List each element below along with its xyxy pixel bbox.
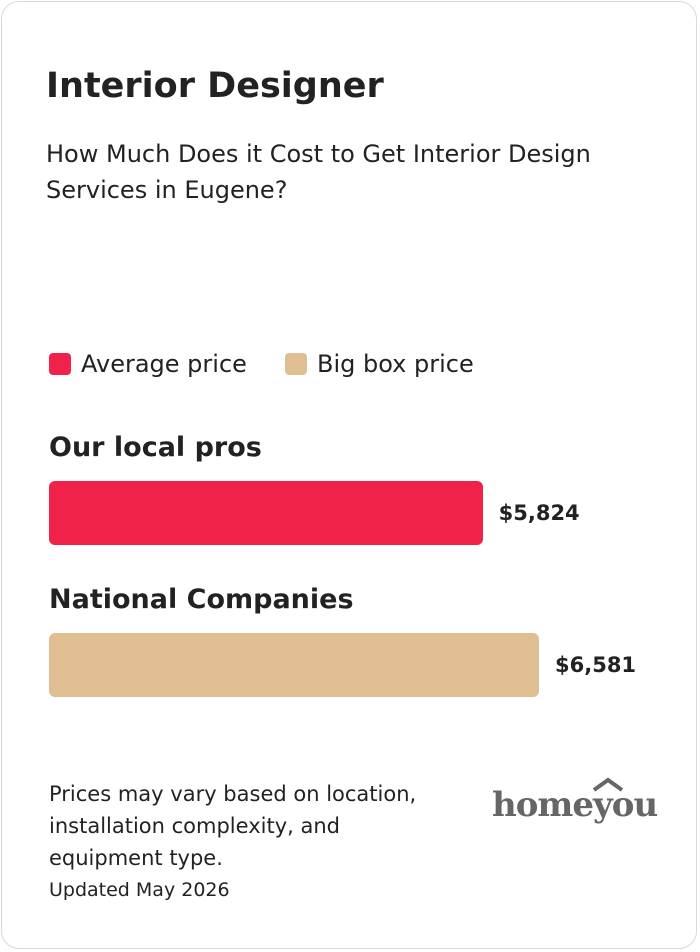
bar	[49, 481, 483, 545]
legend-swatch	[49, 353, 71, 375]
logo-roof	[592, 777, 624, 792]
category-label: National Companies	[49, 584, 354, 615]
value-label: $6,581	[555, 653, 637, 677]
category-label: Our local pros	[49, 432, 262, 463]
legend-label: Big box price	[317, 350, 474, 378]
updated-date: Updated May 2026	[49, 879, 230, 901]
legend-label: Average price	[81, 350, 247, 378]
bar	[49, 633, 539, 697]
legend-item: Average price	[49, 350, 247, 378]
legend-swatch	[285, 353, 307, 375]
legend-item: Big box price	[285, 350, 474, 378]
note: Prices may vary based on location, insta…	[49, 782, 417, 870]
chart-subtitle: How Much Does it Cost to Get Interior De…	[46, 140, 591, 204]
brand-logo: homeyou	[492, 777, 658, 825]
value-label: $5,824	[498, 501, 580, 525]
brand-name: homeyou	[492, 785, 657, 825]
chart-title: Interior Designer	[46, 66, 384, 106]
